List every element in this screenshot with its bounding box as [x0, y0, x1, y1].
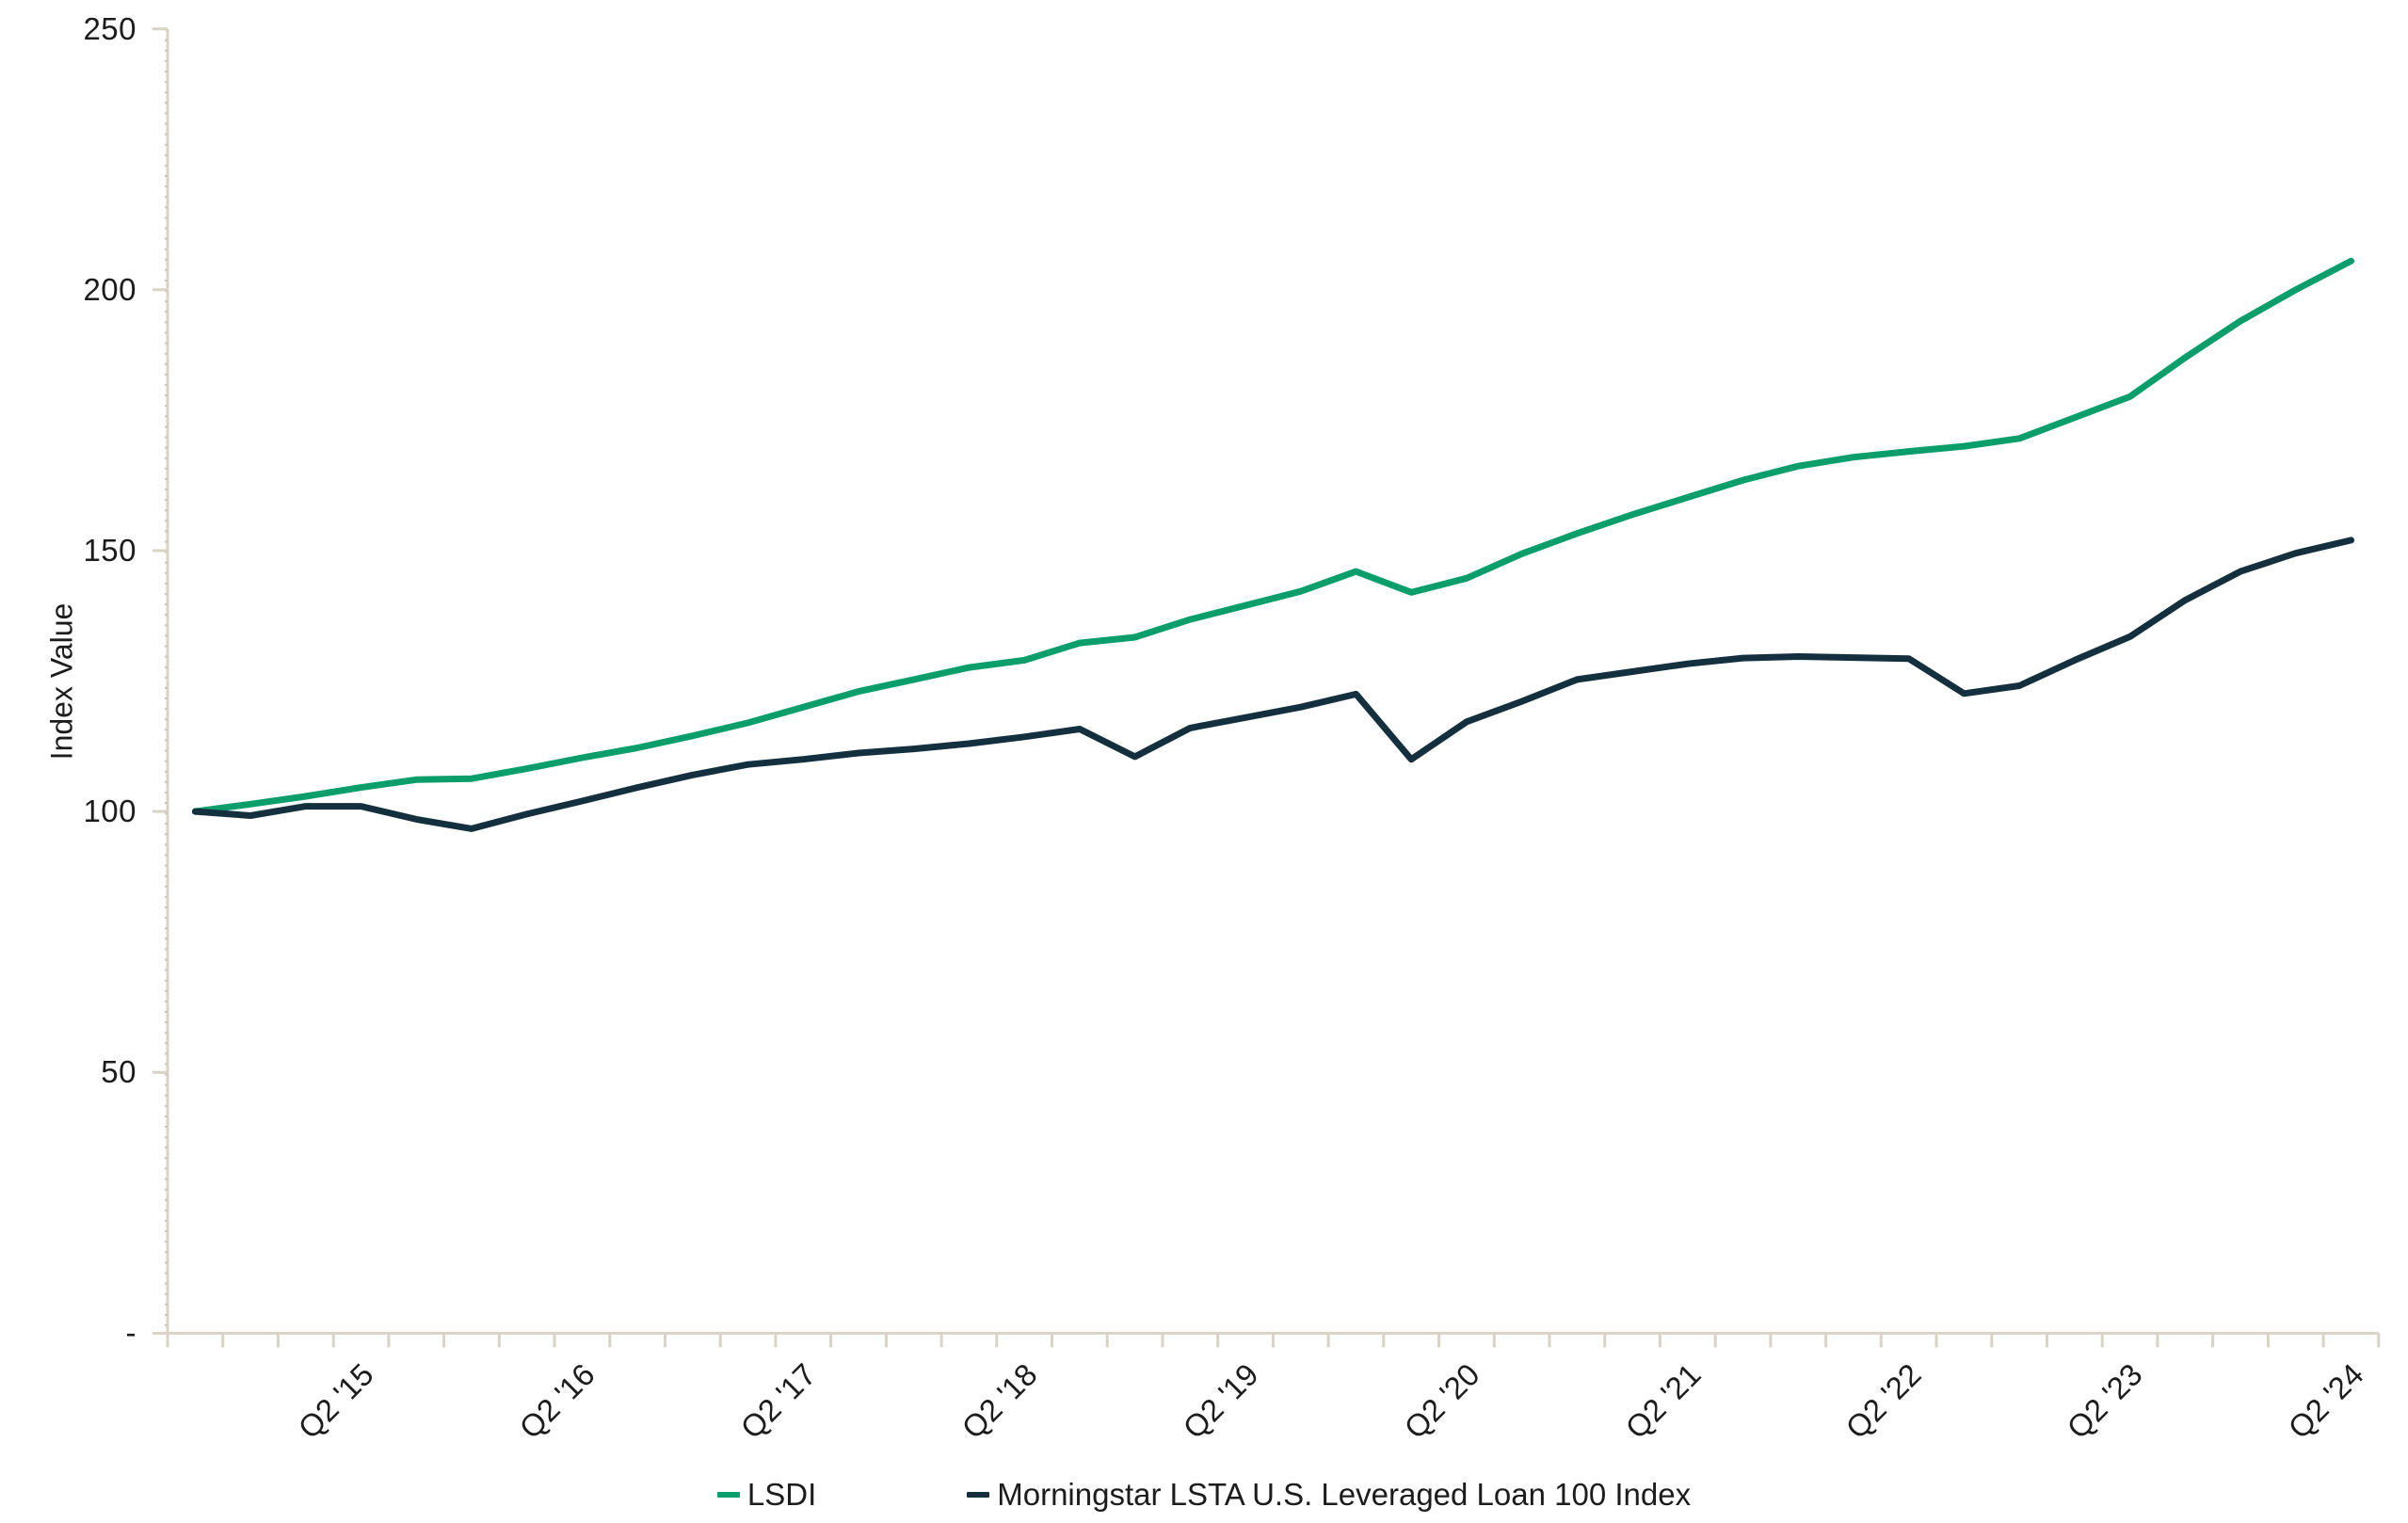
y-tick-label: 50 — [101, 1054, 136, 1090]
legend: LSDI Morningstar LSTA U.S. Leveraged Loa… — [0, 1474, 2408, 1515]
y-tick-label: 100 — [83, 794, 136, 829]
lsdi-legend-marker-icon — [716, 1492, 740, 1498]
legend-item-lsdi: LSDI — [716, 1474, 817, 1515]
y-tick-label: 250 — [83, 10, 136, 46]
legend-item-leveraged-loan-index: Morningstar LSTA U.S. Leveraged Loan 100… — [967, 1474, 1691, 1515]
lsdi-legend-label: LSDI — [746, 1477, 817, 1512]
y-tick-label: 200 — [83, 271, 136, 307]
leveraged-loan-index-line — [191, 537, 2354, 832]
y-tick-label: 150 — [83, 532, 136, 568]
leveraged-loan-index-legend-label: Morningstar LSTA U.S. Leveraged Loan 100… — [997, 1477, 1692, 1512]
lsdi-line — [191, 257, 2354, 815]
leveraged-loan-index-legend-marker-icon — [967, 1492, 990, 1498]
y-axis-title: Index Value — [44, 602, 79, 761]
y-tick-label: - — [125, 1315, 136, 1351]
